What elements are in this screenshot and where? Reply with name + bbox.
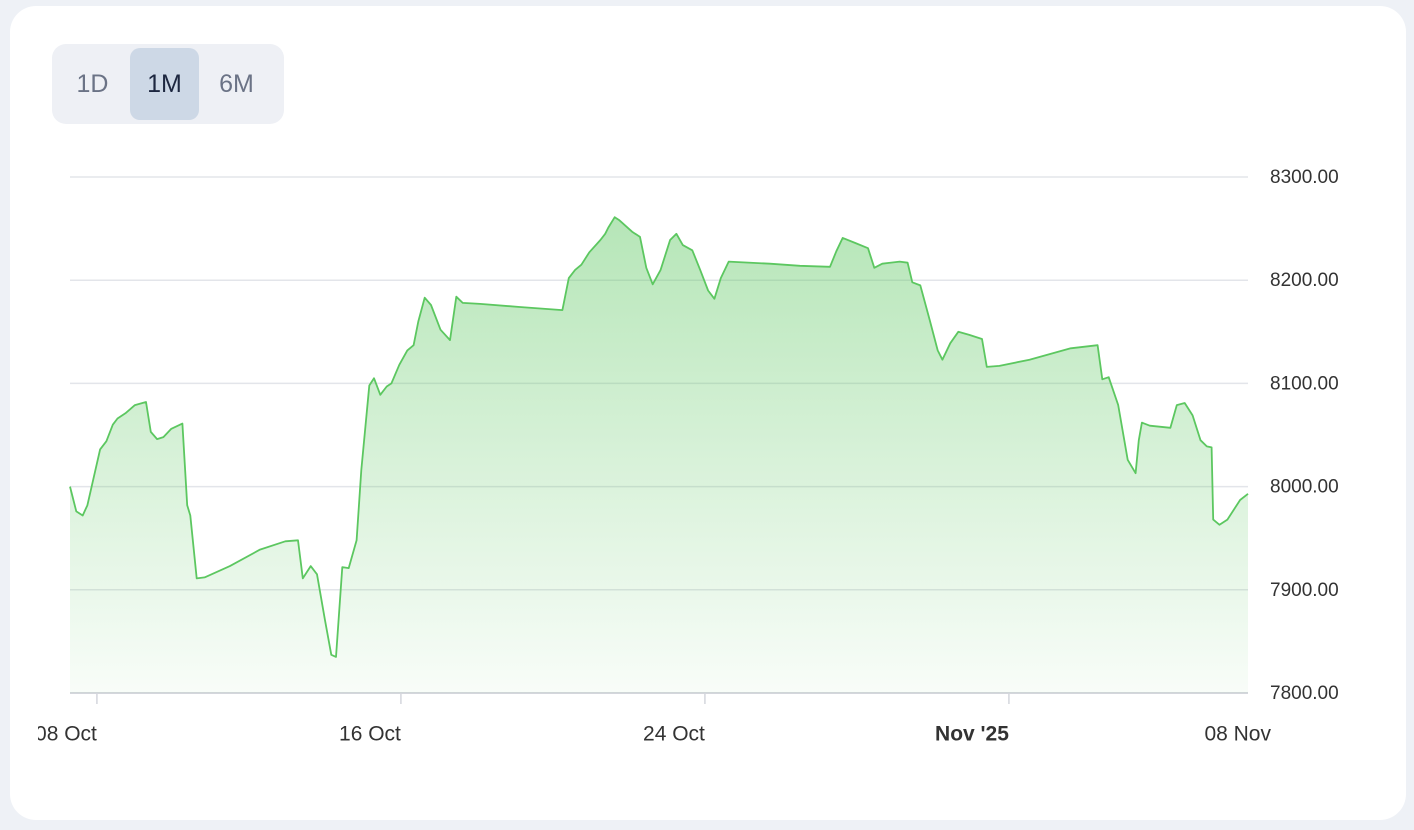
x-tick-label: Nov '25 [935,723,1009,746]
y-tick-label: 8200.00 [1270,270,1339,291]
x-tick-label: 08 Oct [35,723,97,746]
price-line [69,216,1249,658]
y-tick-label: 7900.00 [1270,580,1339,601]
y-tick-label: 7800.00 [1270,683,1339,704]
area-fill [70,217,1248,693]
range-tab[interactable]: 6M [219,69,254,98]
range-tab[interactable]: 1M [130,48,199,120]
x-tick-label: 16 Oct [339,723,401,746]
plot: 7800.00 7900.00 8000.00 8100.00 8200.00 8300.… [35,167,1339,746]
x-tick-label: 24 Oct [643,723,705,746]
y-tick-label: 8300.00 [1270,167,1339,188]
range-tab[interactable]: 1D [76,69,109,98]
y-tick-label: 8000.00 [1270,477,1339,498]
x-tick-label: 08 Nov [1204,723,1271,746]
y-tick-label: 8100.00 [1270,373,1339,394]
range-tabs: 1D 1M 6M [52,44,284,124]
